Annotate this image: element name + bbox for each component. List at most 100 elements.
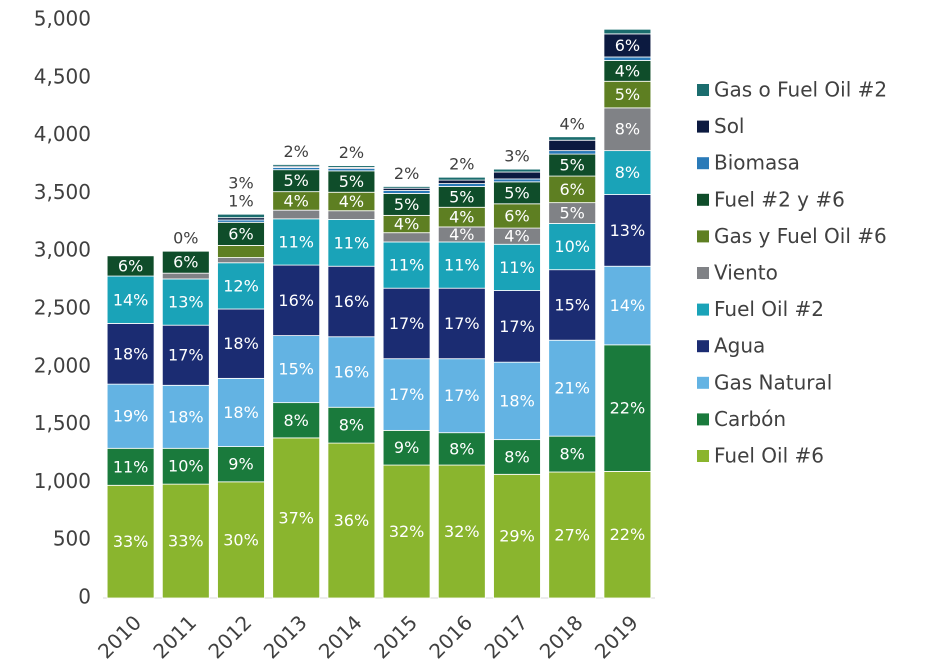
data-label: 1% — [228, 192, 253, 211]
bar-segment — [603, 194, 652, 267]
data-label: 17% — [499, 317, 535, 336]
data-label: 22% — [610, 525, 646, 544]
data-label: 11% — [334, 233, 370, 252]
bar-segment — [161, 384, 210, 449]
y-tick-label: 2,500 — [34, 296, 91, 320]
data-label: 4% — [615, 61, 640, 80]
bar-segment — [161, 272, 210, 280]
bar-segment — [327, 265, 376, 338]
data-label: 19% — [113, 407, 149, 426]
bar-segment — [603, 265, 652, 346]
legend-label: Fuel Oil #6 — [714, 444, 824, 468]
data-label: 17% — [389, 385, 425, 404]
y-tick-label: 3,000 — [34, 238, 91, 262]
data-label: 5% — [394, 195, 419, 214]
bar-segment — [161, 250, 210, 274]
data-label: 11% — [389, 256, 425, 275]
data-label: 6% — [118, 256, 143, 275]
data-label: 10% — [168, 457, 204, 476]
data-label: 8% — [449, 439, 474, 458]
bar-segment — [161, 324, 210, 386]
bar-segment — [493, 439, 541, 475]
bar-segment — [161, 447, 210, 485]
data-label: 3% — [504, 147, 529, 166]
data-label: 27% — [554, 525, 590, 544]
data-label: 2% — [449, 155, 474, 174]
bar-segment — [548, 136, 597, 141]
legend-label: Fuel Oil #2 — [714, 297, 824, 321]
legend-swatch — [697, 413, 709, 426]
bar-segment — [548, 339, 597, 437]
bar-segment — [493, 290, 541, 363]
legend-swatch — [697, 230, 709, 243]
data-label: 8% — [504, 447, 529, 466]
y-tick-label: 2,000 — [34, 353, 91, 377]
data-label: 2% — [284, 142, 309, 161]
y-tick-label: 0 — [78, 585, 91, 609]
bar-segment — [106, 323, 155, 385]
data-label: 5% — [339, 172, 364, 191]
y-tick-label: 3,500 — [34, 180, 91, 204]
legend-swatch — [697, 340, 709, 353]
data-label: 18% — [499, 391, 535, 410]
bar-segment — [382, 186, 431, 189]
bar-segment — [272, 209, 321, 220]
bar-segment — [272, 218, 321, 266]
data-label: 5% — [284, 171, 309, 190]
data-label: 3% — [228, 174, 253, 193]
data-label: 2% — [339, 143, 364, 162]
data-label: 16% — [334, 292, 370, 311]
data-label: 8% — [284, 411, 309, 430]
bar-segment — [217, 481, 265, 599]
data-label: 11% — [499, 258, 535, 277]
y-tick-label: 1,000 — [34, 469, 91, 493]
data-label: 4% — [394, 215, 419, 234]
data-label: 4% — [504, 227, 529, 246]
data-label: 12% — [223, 276, 259, 295]
data-label: 17% — [389, 314, 425, 333]
data-label: 5% — [504, 183, 529, 202]
data-label: 16% — [278, 291, 314, 310]
bar-segment — [493, 361, 541, 441]
bar-segment — [603, 150, 652, 195]
x-tick-label: 2013 — [259, 610, 312, 663]
bar-segment — [327, 219, 376, 267]
data-label: 14% — [113, 290, 149, 309]
legend-label: Viento — [714, 261, 778, 285]
data-label: 8% — [615, 120, 640, 139]
bar-segment — [603, 56, 652, 61]
bar-segment — [106, 275, 155, 324]
data-label: 13% — [610, 221, 646, 240]
bar-segment — [493, 243, 541, 291]
bar-segment — [272, 335, 321, 404]
x-tick-label: 2015 — [369, 610, 422, 663]
bar-segment — [603, 28, 652, 35]
bar-segment — [217, 262, 265, 310]
bar-segment — [603, 344, 652, 472]
data-label: 32% — [444, 522, 480, 541]
data-label: 11% — [278, 232, 314, 251]
data-label: 18% — [113, 344, 149, 363]
bar-segment — [382, 464, 431, 599]
data-label: 36% — [334, 511, 370, 530]
x-tick-label: 2014 — [314, 610, 367, 663]
data-label: 6% — [615, 36, 640, 55]
legend-label: Gas y Fuel Oil #6 — [714, 224, 887, 248]
data-label: 15% — [554, 295, 590, 314]
bar-segment — [548, 150, 597, 155]
bar-segment — [493, 178, 541, 183]
bar-segment — [217, 446, 265, 483]
bar-segment — [327, 210, 376, 220]
data-label: 8% — [339, 416, 364, 435]
bar-segment — [548, 269, 597, 341]
data-label: 2% — [394, 164, 419, 183]
data-label: 17% — [444, 314, 480, 333]
data-label: 33% — [168, 532, 204, 551]
data-label: 33% — [113, 532, 149, 551]
legend-label: Gas o Fuel Oil #2 — [714, 78, 887, 102]
data-label: 0% — [173, 229, 198, 248]
bar-segment — [217, 213, 265, 219]
x-tick-label: 2018 — [535, 610, 588, 663]
legend-label: Carbón — [714, 407, 786, 431]
